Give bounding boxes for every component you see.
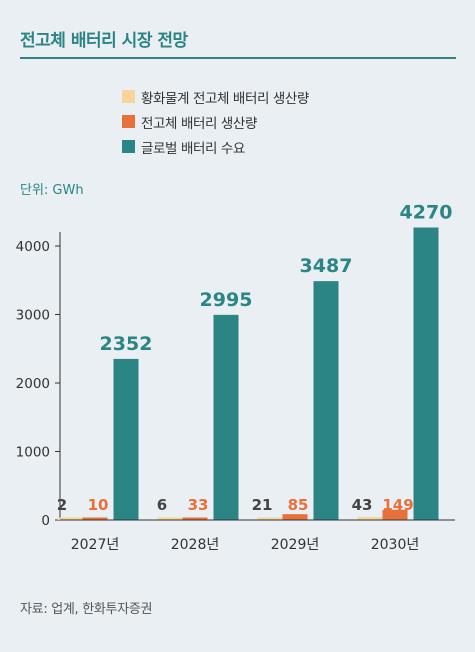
source-note: 자료: 업계, 한화투자증권 <box>20 602 153 617</box>
legend-label-sulfide: 황화물계 전고체 배터리 생산량 <box>141 90 309 107</box>
data-label: 2995 <box>200 289 253 311</box>
data-label: 10 <box>88 496 109 514</box>
chart-legend: 황화물계 전고체 배터리 생산량 전고체 배터리 생산량 글로벌 배터리 수요 <box>122 84 309 159</box>
bar <box>157 517 183 520</box>
bar <box>257 517 283 520</box>
bar <box>357 517 383 520</box>
legend-item-global-demand: 글로벌 배터리 수요 <box>122 134 309 159</box>
y-tick-label: 2000 <box>16 376 50 392</box>
x-tick-label: 2029년 <box>271 537 320 553</box>
data-label: 4270 <box>400 202 453 224</box>
data-label: 85 <box>288 496 309 514</box>
legend-label-global-demand: 글로벌 배터리 수요 <box>141 140 245 157</box>
data-label: 149 <box>382 496 413 514</box>
y-tick-label: 4000 <box>16 239 50 255</box>
x-tick-label: 2027년 <box>71 537 120 553</box>
bar <box>413 227 439 520</box>
y-tick-label: 1000 <box>16 445 50 461</box>
y-tick-label: 0 <box>41 513 50 529</box>
bar <box>113 358 139 520</box>
legend-swatch-solid-state <box>122 115 135 128</box>
bar <box>213 314 239 520</box>
title-divider <box>20 57 456 59</box>
data-label: 33 <box>188 496 209 514</box>
data-label: 43 <box>352 496 373 514</box>
bar <box>382 509 408 520</box>
data-label: 2352 <box>100 333 153 355</box>
legend-swatch-global-demand <box>122 140 135 153</box>
bar <box>313 281 339 520</box>
data-label: 2 <box>57 496 67 514</box>
unit-label: 단위: GWh <box>20 183 84 198</box>
legend-item-sulfide: 황화물계 전고체 배터리 생산량 <box>122 84 309 109</box>
data-label: 21 <box>252 496 273 514</box>
data-label: 6 <box>157 496 167 514</box>
bar <box>182 517 208 520</box>
page-title: 전고체 배터리 시장 전망 <box>20 31 188 51</box>
bar <box>57 517 83 520</box>
x-tick-label: 2028년 <box>171 537 220 553</box>
bar <box>82 517 108 520</box>
legend-label-solid-state: 전고체 배터리 생산량 <box>141 115 257 132</box>
legend-swatch-sulfide <box>122 90 135 103</box>
legend-item-solid-state: 전고체 배터리 생산량 <box>122 109 309 134</box>
x-tick-label: 2030년 <box>371 537 420 553</box>
y-tick-label: 3000 <box>16 308 50 324</box>
bar <box>282 514 308 520</box>
data-label: 3487 <box>300 255 353 277</box>
